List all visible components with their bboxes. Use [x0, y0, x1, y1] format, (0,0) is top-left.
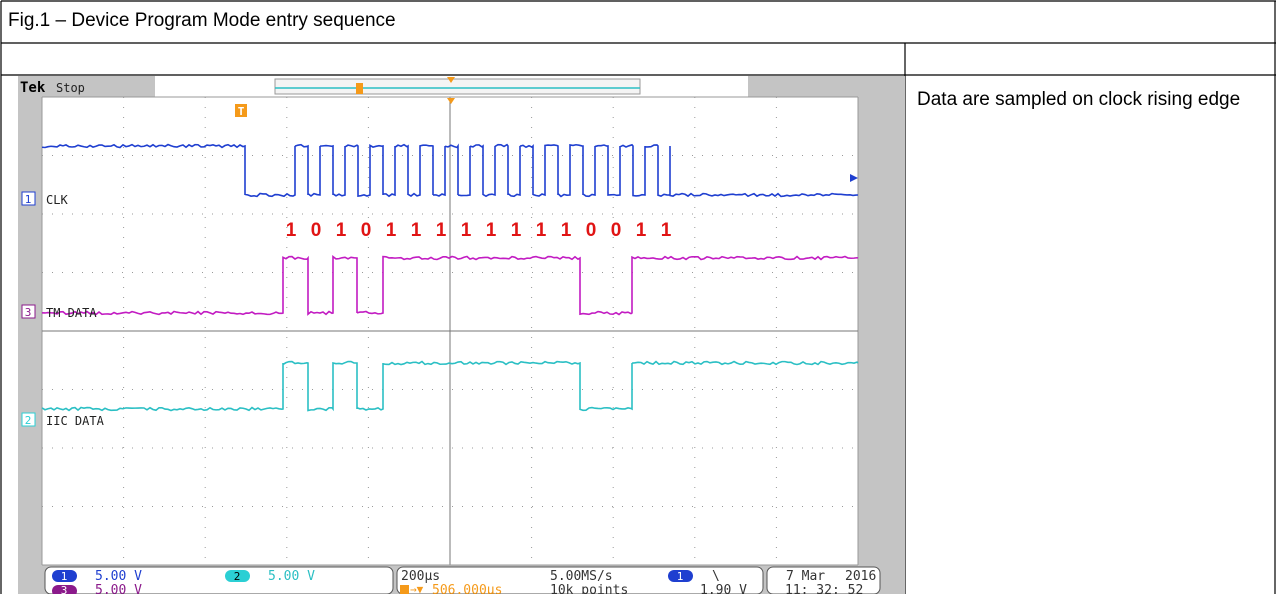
readout: 1 5.00 V 3 5.00 V 2 5.00 V 200µs →▼ 506.…	[45, 567, 880, 594]
ch3-number: 3	[61, 584, 68, 594]
ch2-number: 2	[234, 570, 241, 583]
bit-label: 0	[586, 220, 597, 241]
ch1-number: 1	[61, 570, 68, 583]
record-length: 10k points	[550, 583, 628, 594]
bit-label: 1	[386, 220, 397, 241]
timebase: 200µs	[401, 569, 440, 584]
bit-label: 1	[661, 220, 672, 241]
channel-number: 1	[25, 193, 32, 206]
channel-label: TM DATA	[46, 306, 97, 320]
time: 11: 32: 52	[785, 583, 863, 594]
caption: Fig.1 – Device Program Mode entry sequen…	[8, 10, 396, 32]
channel-label: IIC DATA	[46, 414, 105, 428]
year: 2016	[845, 569, 876, 584]
trigger-marker: T	[238, 105, 245, 118]
channel-number: 3	[25, 306, 32, 319]
bit-label: 1	[286, 220, 297, 241]
ch3-scale: 5.00 V	[95, 583, 142, 594]
page: Tek Stop T 1CLK3TM DATA2IIC DATA 1010111…	[0, 0, 1277, 594]
date: 7 Mar	[786, 569, 825, 584]
run-status: Stop	[56, 81, 85, 95]
bit-label: 0	[311, 220, 322, 241]
bit-label: 1	[411, 220, 422, 241]
bit-label: 1	[561, 220, 572, 241]
bit-label: 1	[511, 220, 522, 241]
record-view	[275, 79, 640, 94]
bit-label: 1	[336, 220, 347, 241]
channel-label: CLK	[46, 193, 68, 207]
trigger-source: 1	[677, 570, 684, 583]
sample-rate: 5.00MS/s	[550, 569, 613, 584]
trigger-pos-icon	[400, 585, 409, 594]
bit-label: 1	[486, 220, 497, 241]
bit-label: 1	[536, 220, 547, 241]
ch2-scale: 5.00 V	[268, 569, 315, 584]
channel-number: 2	[25, 414, 32, 427]
trigger-level: 1.90 V	[700, 583, 747, 594]
bit-label: 0	[611, 220, 622, 241]
bit-label: 0	[361, 220, 372, 241]
trigger-mini	[356, 83, 363, 94]
trigger-pos-arrow: →▼	[410, 583, 424, 594]
note: Data are sampled on clock rising edge	[917, 85, 1247, 114]
bit-label: 1	[436, 220, 447, 241]
trigger-slope: \	[712, 569, 720, 584]
trigger-position: 506.000µs	[432, 583, 502, 594]
brand: Tek	[20, 80, 46, 96]
ch1-scale: 5.00 V	[95, 569, 142, 584]
bit-label: 1	[461, 220, 472, 241]
bit-label: 1	[636, 220, 647, 241]
